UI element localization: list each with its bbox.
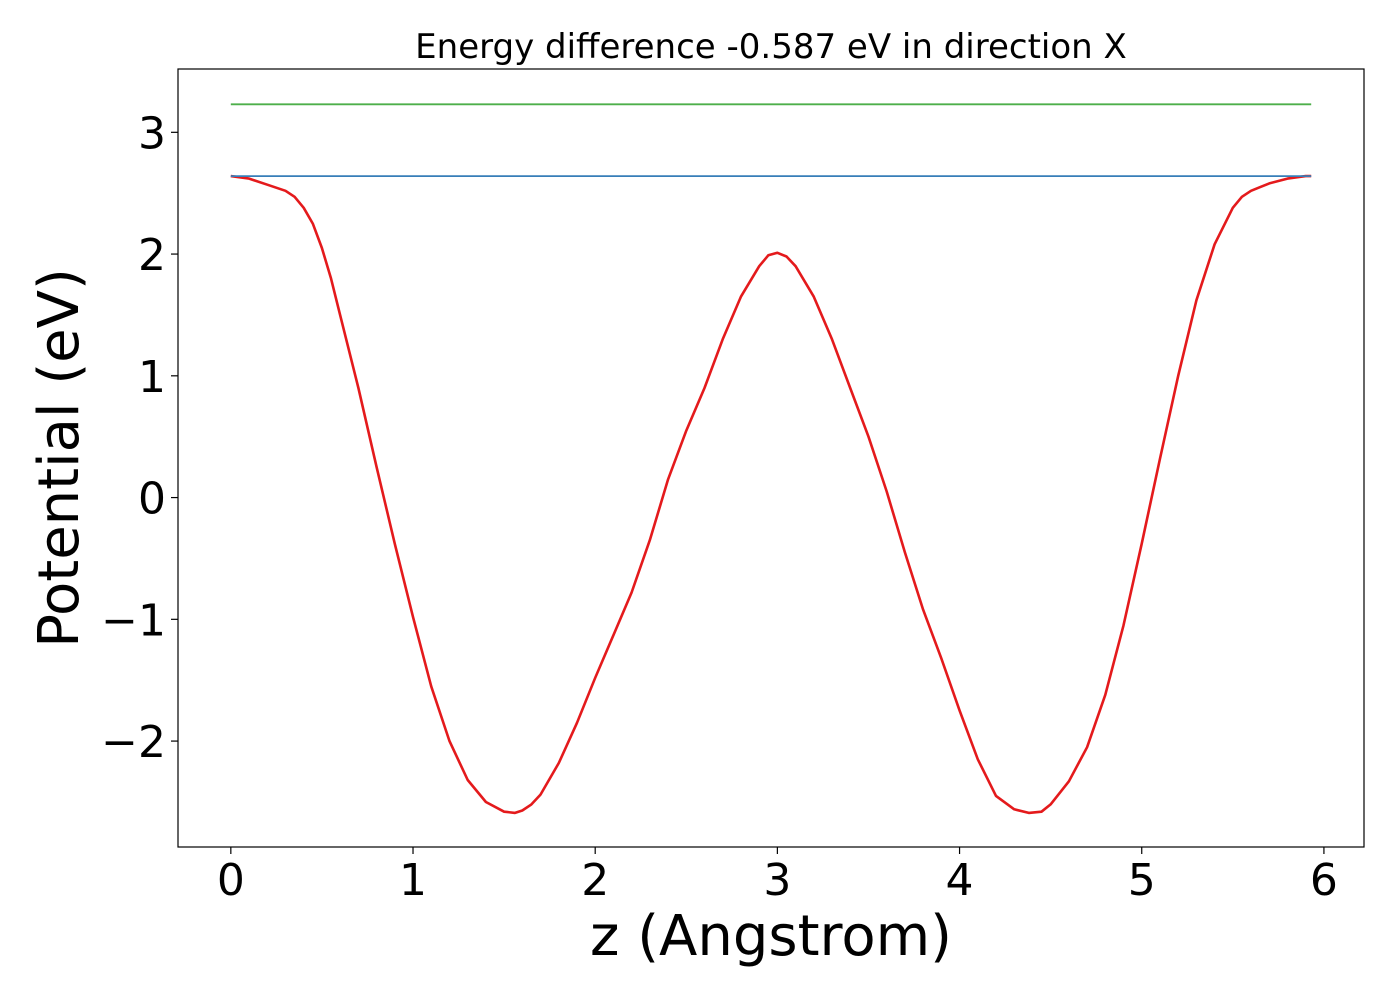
y-tick-label: 1	[138, 352, 166, 403]
y-tick-label: −2	[101, 717, 166, 768]
x-tick-label: 0	[217, 855, 245, 906]
x-tick-label: 3	[763, 855, 791, 906]
chart-title: Energy difference -0.587 eV in direction…	[415, 27, 1127, 67]
y-tick-label: 0	[138, 474, 166, 525]
x-axis-label: z (Angstrom)	[590, 904, 952, 969]
x-tick-label: 4	[946, 855, 974, 906]
series-line-0	[230, 174, 1312, 815]
x-tick-label: 1	[399, 855, 427, 906]
x-tick-label: 5	[1128, 855, 1156, 906]
x-tick-label: 2	[581, 855, 609, 906]
y-axis-label: Potential (eV)	[27, 268, 92, 648]
x-axis-ticks: 0 1 2 3 4 5 6	[217, 847, 1338, 906]
series-group	[230, 103, 1312, 815]
x-tick-label: 6	[1310, 855, 1338, 906]
y-tick-label: 3	[138, 108, 166, 159]
y-tick-label: −1	[101, 595, 166, 646]
y-axis-ticks: −2 −1 0 1 2 3	[101, 108, 178, 768]
plot-frame	[177, 68, 1365, 848]
y-tick-label: 2	[138, 230, 166, 281]
